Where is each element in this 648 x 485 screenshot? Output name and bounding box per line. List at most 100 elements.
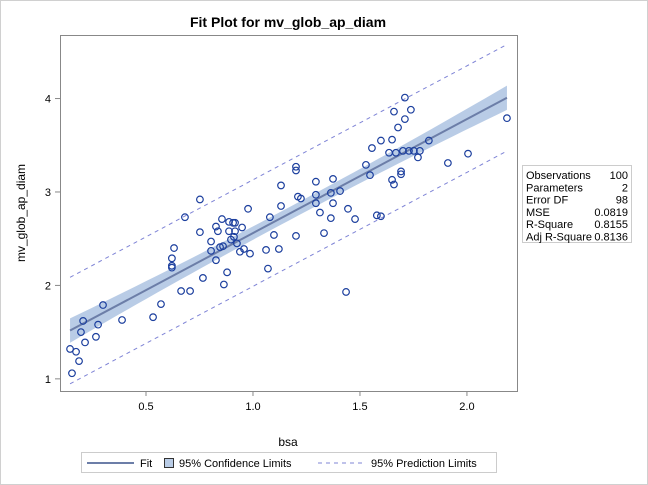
data-point	[311, 190, 320, 199]
stat-value: 0.0819	[594, 207, 628, 219]
data-point	[368, 144, 376, 152]
data-point	[362, 160, 370, 169]
data-point	[292, 231, 300, 240]
data-point	[277, 202, 285, 210]
data-point	[265, 213, 274, 222]
data-point	[397, 170, 405, 179]
stat-value: 0.8136	[594, 232, 628, 244]
data-point	[372, 211, 381, 220]
data-point	[225, 227, 233, 236]
data-point	[262, 246, 270, 254]
stat-label: Adj R-Square	[526, 232, 592, 244]
data-point	[219, 280, 228, 289]
stats-table: Observations 100 Parameters 2 Error DF 98 MSE 0…	[522, 165, 632, 244]
data-point	[223, 268, 231, 277]
data-point	[196, 228, 204, 237]
data-point	[400, 93, 409, 102]
data-point	[99, 301, 107, 309]
data-point	[186, 287, 194, 295]
data-point	[264, 264, 272, 273]
stat-label: Parameters	[526, 182, 583, 194]
x-axis-label: bsa	[278, 435, 298, 449]
data-point	[231, 218, 239, 227]
data-point	[246, 249, 254, 258]
data-point	[409, 146, 418, 155]
stat-label: R-Square	[526, 219, 573, 231]
x-tick-label: 1.5	[352, 401, 367, 413]
data-point	[388, 135, 396, 144]
plot-area	[66, 44, 511, 385]
data-point	[218, 215, 226, 223]
data-point	[244, 204, 252, 213]
data-point	[392, 148, 400, 157]
stat-value: 2	[622, 182, 628, 194]
prediction-limit-lower	[69, 150, 508, 385]
data-point	[219, 242, 227, 251]
data-point	[233, 239, 241, 248]
data-point	[503, 114, 511, 123]
data-point	[277, 181, 285, 190]
fit-line	[69, 96, 508, 332]
legend-ci: 95% Confidence Limits	[179, 458, 292, 470]
data-point	[207, 237, 215, 246]
data-point	[316, 208, 324, 217]
data-point	[231, 227, 239, 236]
data-point	[149, 313, 157, 322]
data-point	[181, 213, 189, 222]
stat-value: 98	[616, 195, 628, 207]
x-tick-label: 2.0	[459, 401, 474, 413]
data-point	[236, 247, 244, 256]
stat-label: Observations	[526, 170, 591, 182]
data-point	[464, 149, 472, 158]
data-point	[79, 317, 88, 325]
data-point	[94, 320, 102, 329]
data-point	[388, 175, 396, 184]
data-point	[68, 369, 76, 378]
y-tick-label: 3	[45, 187, 51, 199]
data-point	[230, 232, 238, 241]
data-point	[77, 328, 85, 337]
data-point	[238, 223, 246, 232]
y-tick-label: 2	[45, 280, 51, 292]
data-point	[297, 194, 305, 203]
data-point	[390, 107, 398, 116]
data-point	[213, 227, 222, 236]
legend: Fit 95% Confidence Limits 95% Prediction…	[81, 452, 497, 473]
data-point	[212, 256, 220, 265]
y-tick-label: 4	[45, 94, 51, 106]
data-point	[336, 187, 344, 195]
data-point	[329, 199, 337, 208]
data-point	[405, 146, 413, 155]
data-point	[326, 189, 335, 197]
data-point	[406, 105, 415, 114]
data-point	[311, 199, 320, 208]
data-point	[344, 204, 352, 213]
data-point	[212, 222, 220, 231]
stat-value: 0.8155	[594, 219, 628, 231]
legend-pi: 95% Prediction Limits	[371, 458, 477, 470]
data-point	[399, 146, 407, 155]
stat-value: 100	[610, 170, 628, 182]
y-tick-label: 1	[45, 374, 51, 386]
data-point	[311, 177, 320, 186]
data-point	[81, 338, 89, 347]
y-axis-label: mv_glob_ap_diam	[14, 164, 28, 262]
data-point	[72, 347, 80, 356]
data-point	[366, 171, 374, 180]
x-tick-label: 0.5	[138, 401, 153, 413]
x-tick-label: 1.0	[245, 401, 260, 413]
data-point	[199, 274, 207, 282]
data-point	[75, 357, 83, 365]
data-point	[292, 166, 300, 175]
data-point	[377, 136, 385, 145]
data-point	[157, 300, 165, 309]
data-point	[270, 231, 278, 239]
data-point	[424, 136, 433, 145]
prediction-limit-upper	[69, 44, 508, 278]
data-point	[326, 214, 335, 223]
data-point	[170, 244, 178, 252]
chart-title: Fit Plot for mv_glob_ap_diam	[190, 14, 386, 30]
legend-ci-swatch	[164, 458, 174, 468]
data-point	[397, 167, 405, 176]
